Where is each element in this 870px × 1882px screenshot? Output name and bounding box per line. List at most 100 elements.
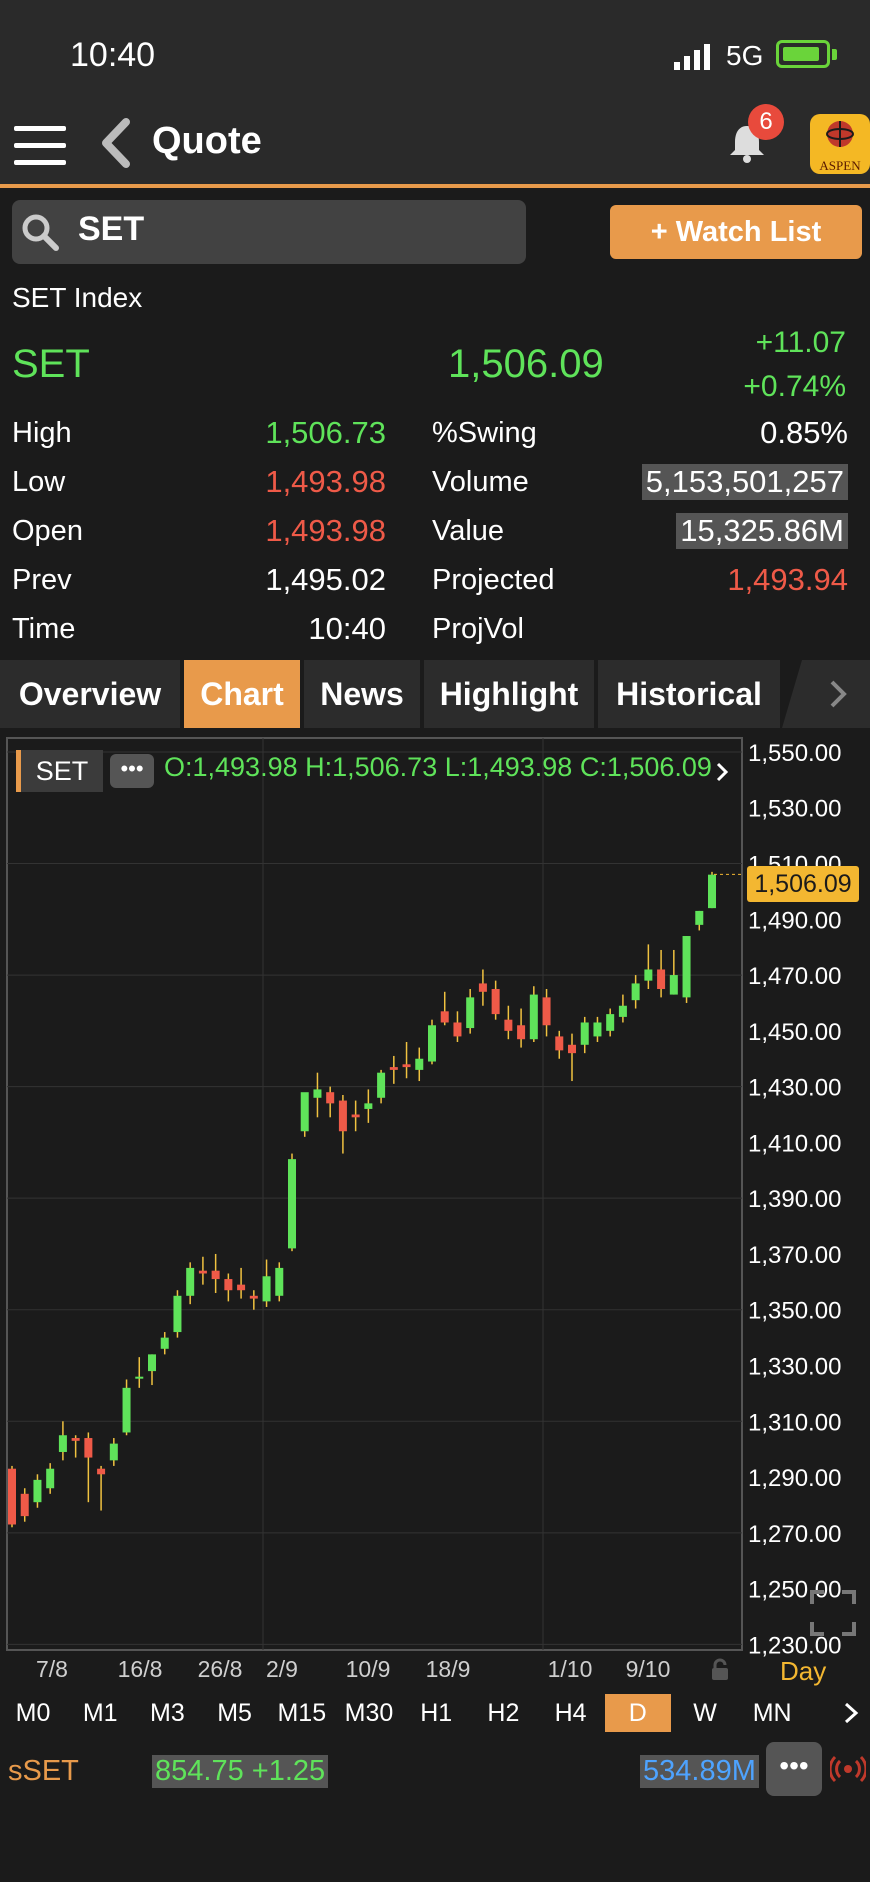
- y-tick-label: 1,390.00: [748, 1186, 841, 1213]
- candle-body: [440, 1011, 449, 1023]
- y-tick-label: 1,230.00: [748, 1632, 841, 1659]
- stat-value: 0.85%: [760, 415, 848, 450]
- expand-icon[interactable]: [808, 1588, 858, 1638]
- candle-body: [669, 975, 678, 995]
- quote-percent-change: +0.74%: [743, 370, 846, 403]
- candle-body: [160, 1337, 169, 1349]
- candlestick-chart[interactable]: 1,550.001,530.001,510.001,490.001,470.00…: [0, 732, 870, 1692]
- period-m15[interactable]: M15: [277, 1699, 327, 1727]
- candle-body: [84, 1438, 93, 1458]
- page-title: Quote: [152, 120, 262, 162]
- stat-label: Prev: [12, 564, 72, 596]
- period-h4[interactable]: H4: [554, 1699, 587, 1727]
- period-m3[interactable]: M3: [150, 1699, 185, 1727]
- battery-icon: [776, 40, 830, 68]
- search-field[interactable]: [12, 200, 526, 264]
- stat-label: Projected: [432, 564, 555, 596]
- period-h2[interactable]: H2: [487, 1699, 520, 1727]
- candle-body: [377, 1072, 386, 1098]
- candle-body: [211, 1270, 220, 1280]
- candle-body: [148, 1354, 156, 1372]
- status-time: 10:40: [70, 36, 156, 74]
- period-mn[interactable]: MN: [752, 1699, 792, 1727]
- broadcast-icon[interactable]: [830, 1754, 866, 1784]
- candle-body: [529, 994, 538, 1040]
- period-w[interactable]: W: [693, 1699, 717, 1727]
- ticker-more-button[interactable]: •••: [766, 1742, 822, 1796]
- candle-body: [97, 1468, 106, 1475]
- chart-legend-more-button[interactable]: •••: [110, 754, 154, 788]
- period-h1[interactable]: H1: [420, 1699, 453, 1727]
- tab-overview[interactable]: Overview: [0, 660, 180, 728]
- x-tick-label: 7/8: [36, 1656, 68, 1682]
- candle-body: [682, 936, 691, 998]
- tab-highlight[interactable]: Highlight: [424, 660, 594, 728]
- candle-body: [173, 1295, 182, 1333]
- y-tick-label: 1,430.00: [748, 1075, 841, 1102]
- y-tick-label: 1,450.00: [748, 1019, 841, 1046]
- period-m30[interactable]: M30: [344, 1699, 394, 1727]
- status-bar: [0, 0, 870, 110]
- chart-ohlc-readout: O:1,493.98 H:1,506.73 L:1,493.98 C:1,506…: [164, 752, 712, 782]
- stat-value: 1,493.98: [265, 464, 386, 499]
- aspen-logo[interactable]: ASPEN: [810, 114, 870, 174]
- period-m0[interactable]: M0: [15, 1699, 51, 1727]
- x-tick-label: 1/10: [548, 1656, 593, 1682]
- candle-body: [708, 874, 716, 909]
- ticker-symbol[interactable]: sSET: [8, 1755, 79, 1787]
- candle-body: [71, 1438, 80, 1441]
- candle-body: [415, 1058, 424, 1070]
- y-tick-label: 1,470.00: [748, 963, 841, 990]
- stat-value: 1,493.98: [265, 513, 386, 548]
- y-tick-label: 1,350.00: [748, 1298, 841, 1325]
- add-watchlist-button[interactable]: + Watch List: [610, 205, 862, 259]
- candle-body: [338, 1100, 347, 1132]
- candle-body: [428, 1025, 436, 1062]
- lock-icon[interactable]: [710, 1658, 730, 1682]
- period-scroll-right-icon[interactable]: [836, 1698, 866, 1728]
- candle-body: [568, 1044, 576, 1054]
- candle-body: [517, 1025, 526, 1040]
- period-d[interactable]: D: [604, 1694, 671, 1732]
- candle-body: [46, 1468, 55, 1489]
- candle-body: [122, 1387, 131, 1433]
- globe-icon: [826, 121, 854, 147]
- timeframe-label: Day: [780, 1656, 827, 1686]
- period-m1[interactable]: M1: [82, 1699, 118, 1727]
- stat-label: ProjVol: [432, 613, 524, 645]
- candle-body: [580, 1022, 589, 1045]
- candle-body: [695, 910, 704, 925]
- candle-body: [657, 969, 666, 990]
- period-m5[interactable]: M5: [217, 1699, 252, 1727]
- quote-symbol: SET: [12, 342, 90, 386]
- tab-scroll-right-icon[interactable]: [782, 660, 870, 728]
- chart-area[interactable]: [0, 732, 870, 1692]
- candle-body: [364, 1103, 373, 1109]
- quote-change: +11.07: [755, 326, 846, 359]
- stat-value: 10:40: [308, 611, 386, 646]
- back-chevron-icon[interactable]: [100, 118, 134, 168]
- candle-body: [389, 1067, 398, 1070]
- menu-icon[interactable]: [14, 124, 66, 168]
- last-price-tag: 1,506.09: [747, 866, 859, 902]
- candle-body: [478, 983, 487, 992]
- candle-body: [288, 1159, 296, 1249]
- candle-body: [631, 983, 640, 1001]
- candle-body: [198, 1270, 207, 1274]
- candle-body: [20, 1493, 29, 1517]
- stat-label: Open: [12, 515, 83, 547]
- y-tick-label: 1,530.00: [748, 796, 841, 823]
- tab-historical[interactable]: Historical: [598, 660, 780, 728]
- search-input[interactable]: SET: [78, 210, 145, 248]
- candle-body: [135, 1376, 144, 1379]
- tab-news[interactable]: News: [304, 660, 420, 728]
- chart-legend-symbol[interactable]: SET: [16, 750, 103, 792]
- x-tick-label: 26/8: [198, 1656, 243, 1682]
- legend-expand-icon: [716, 762, 729, 782]
- x-tick-label: 2/9: [266, 1656, 298, 1682]
- candle-body: [58, 1435, 67, 1452]
- candle-body: [453, 1022, 462, 1037]
- y-tick-label: 1,370.00: [748, 1242, 841, 1269]
- tab-chart[interactable]: Chart: [184, 660, 300, 728]
- candle-body: [351, 1114, 360, 1118]
